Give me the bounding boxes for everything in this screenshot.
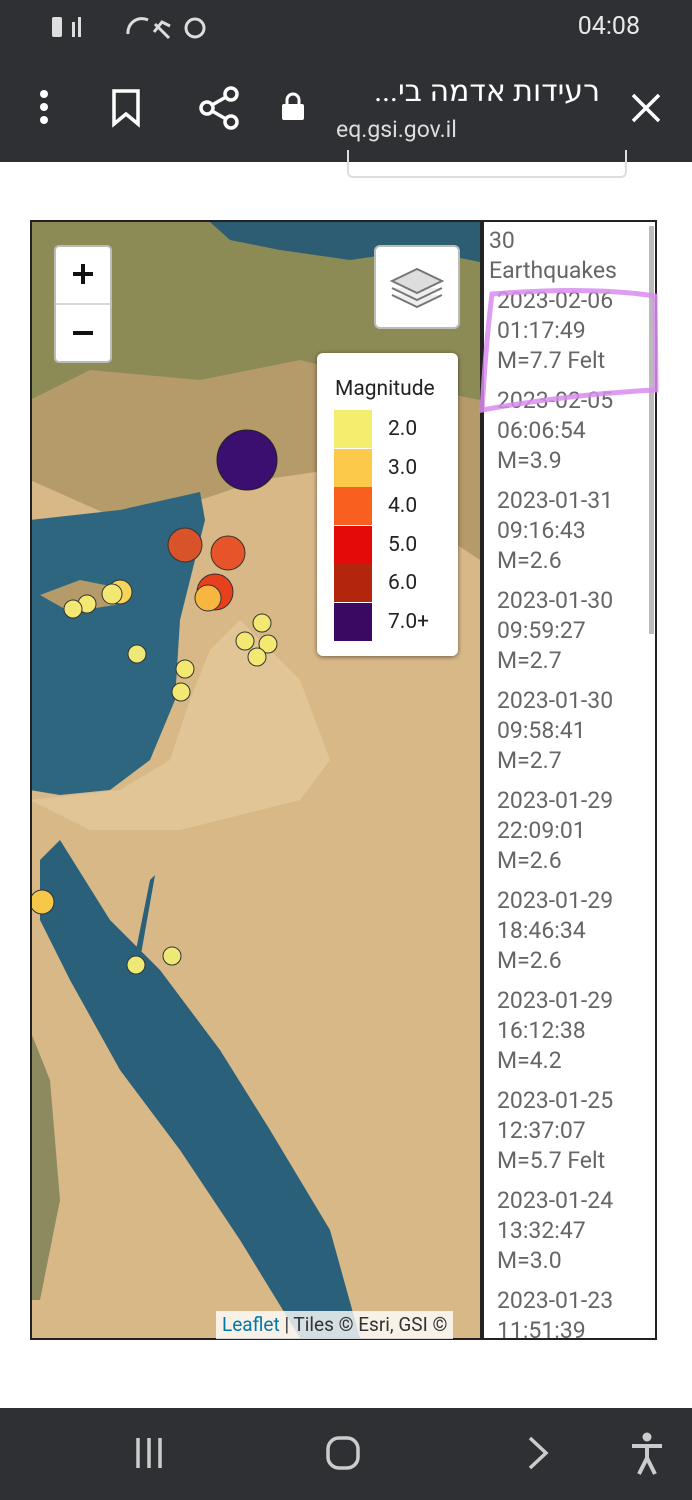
- zoom-controls[interactable]: [54, 245, 114, 365]
- entry[interactable]: 2023-01-29 18:46:34 M=2.6: [484, 886, 655, 986]
- entry-time: 16:12:38: [497, 1017, 586, 1044]
- legend-swatch: [334, 564, 372, 602]
- count: 30: [489, 227, 515, 254]
- legend-title: Magnitude: [335, 377, 435, 401]
- entry-date: 2023-01-25: [497, 1087, 614, 1114]
- entry[interactable]: 2023-01-29 16:12:38 M=4.2: [484, 986, 655, 1086]
- entry-magnitude: M=2.6: [497, 547, 562, 574]
- recents-button[interactable]: [130, 1434, 170, 1474]
- select-box[interactable]: [347, 150, 627, 178]
- entry-time: 18:46:34: [497, 917, 586, 944]
- entry[interactable]: 2023-01-23 11:51:39: [484, 1286, 655, 1340]
- entry[interactable]: 2023-01-25 12:37:07 M=5.7 Felt: [484, 1086, 655, 1186]
- menu-button[interactable]: [30, 88, 60, 128]
- browser-bar: 04:08 רעידות אדמה בי... eq.gsi.gov.il: [0, 0, 692, 162]
- entry-time: 22:09:01: [497, 817, 586, 844]
- legend-item: 3.0: [334, 448, 444, 487]
- entries: 2023-02-06 01:17:49 M=7.7 Felt 2023-02-05 06…: [484, 286, 655, 1340]
- entry-time: 09:59:27: [497, 617, 586, 644]
- earthquake-list: 30 Earthquakes 2023-02-06 01:17:49 M=7.7 F…: [482, 220, 657, 1340]
- entry-magnitude: M=3.0: [497, 1247, 562, 1274]
- legend-swatch: [334, 410, 372, 448]
- entry[interactable]: 2023-01-24 13:32:47 M=3.0: [484, 1186, 655, 1286]
- legend-label: 2.0: [388, 417, 418, 441]
- legend-label: 5.0: [388, 532, 418, 557]
- entry-time: 06:06:54: [497, 417, 586, 444]
- legend-item: 4.0: [334, 487, 444, 525]
- entry-time: 09:16:43: [497, 517, 586, 544]
- entry-magnitude: M=2.6: [497, 947, 562, 974]
- count-label: Earthquakes: [489, 257, 617, 284]
- map[interactable]: [30, 220, 482, 1340]
- list-header: 30 Earthquakes: [484, 222, 655, 286]
- entry-date: 2023-01-31: [497, 487, 614, 514]
- back-button[interactable]: [522, 1434, 562, 1474]
- accessibility-button[interactable]: [628, 1430, 668, 1478]
- scrollbar: [649, 226, 654, 634]
- entry-time: 13:32:47: [497, 1217, 586, 1244]
- entry[interactable]: 2023-01-30 09:59:27 M=2.7: [484, 586, 655, 686]
- page-url[interactable]: eq.gsi.gov.il: [336, 116, 457, 143]
- entry-date: 2023-01-30: [497, 687, 614, 714]
- entry-date: 2023-01-24: [497, 1187, 614, 1214]
- attribution-text: | Tiles © Esri, GSI ©: [284, 1313, 448, 1336]
- entry[interactable]: 2023-01-29 22:09:01 M=2.6: [484, 786, 655, 886]
- legend-item: 7.0+: [334, 602, 444, 641]
- entry-time: 11:51:39: [497, 1317, 586, 1340]
- legend-label: 7.0+: [388, 609, 430, 634]
- legend: Magnitude 2.0 3.0 4.0 5.0 6.0 7.0+: [317, 353, 458, 656]
- entry[interactable]: 2023-01-31 09:16:43 M=2.6: [484, 486, 655, 586]
- entry[interactable]: 2023-01-30 09:58:41 M=2.7: [484, 686, 655, 786]
- entry-magnitude: M=7.7 Felt: [497, 347, 606, 374]
- legend-item: 5.0: [334, 525, 444, 564]
- entry-date: 2023-01-23: [497, 1287, 614, 1314]
- legend-swatch: [334, 602, 372, 641]
- status-time: 04:08: [577, 12, 640, 41]
- legend-item: 6.0: [334, 564, 444, 602]
- page-title: רעידות אדמה בי...: [374, 74, 600, 109]
- entry-magnitude: M=5.7 Felt: [497, 1147, 606, 1174]
- lock-icon: [282, 92, 304, 120]
- entry-date: 2023-01-29: [497, 887, 614, 914]
- attribution: Leaflet | Tiles © Esri, GSI ©: [216, 1311, 454, 1339]
- legend-swatch: [334, 487, 372, 525]
- legend-label: 6.0: [388, 571, 418, 595]
- entry[interactable]: 2023-02-06 01:17:49 M=7.7 Felt: [484, 286, 655, 386]
- legend-label: 4.0: [388, 494, 418, 518]
- legend-item: 2.0: [334, 410, 444, 448]
- entry-magnitude: M=2.7: [497, 747, 562, 774]
- bookmark-button[interactable]: [110, 88, 144, 128]
- map-tiles: [32, 222, 480, 1338]
- entry-time: 09:58:41: [497, 717, 586, 744]
- highlight-annotation: [479, 287, 659, 414]
- nav-bar: [0, 1408, 692, 1500]
- legend-swatch: [334, 525, 372, 564]
- legend-label: 3.0: [388, 455, 418, 480]
- entry-time: 01:17:49: [497, 317, 586, 344]
- home-button[interactable]: [324, 1434, 364, 1474]
- entry-magnitude: M=2.6: [497, 847, 562, 874]
- layers-button[interactable]: [374, 245, 460, 331]
- entry-date: 2023-01-29: [497, 987, 614, 1014]
- entry-date: 2023-01-29: [497, 787, 614, 814]
- entry-date: 2023-01-30: [497, 587, 614, 614]
- entry-time: 12:37:07: [497, 1117, 586, 1144]
- entry-magnitude: M=3.9: [497, 447, 562, 474]
- close-button[interactable]: [630, 92, 662, 124]
- legend-swatch: [334, 448, 372, 487]
- entry-magnitude: M=4.2: [497, 1047, 562, 1074]
- share-button[interactable]: [198, 86, 242, 130]
- leaflet-link[interactable]: Leaflet: [222, 1313, 280, 1336]
- entry-magnitude: M=2.7: [497, 647, 562, 674]
- entry[interactable]: 2023-02-05 06:06:54 M=3.9: [484, 386, 655, 486]
- status-icons: [52, 17, 206, 40]
